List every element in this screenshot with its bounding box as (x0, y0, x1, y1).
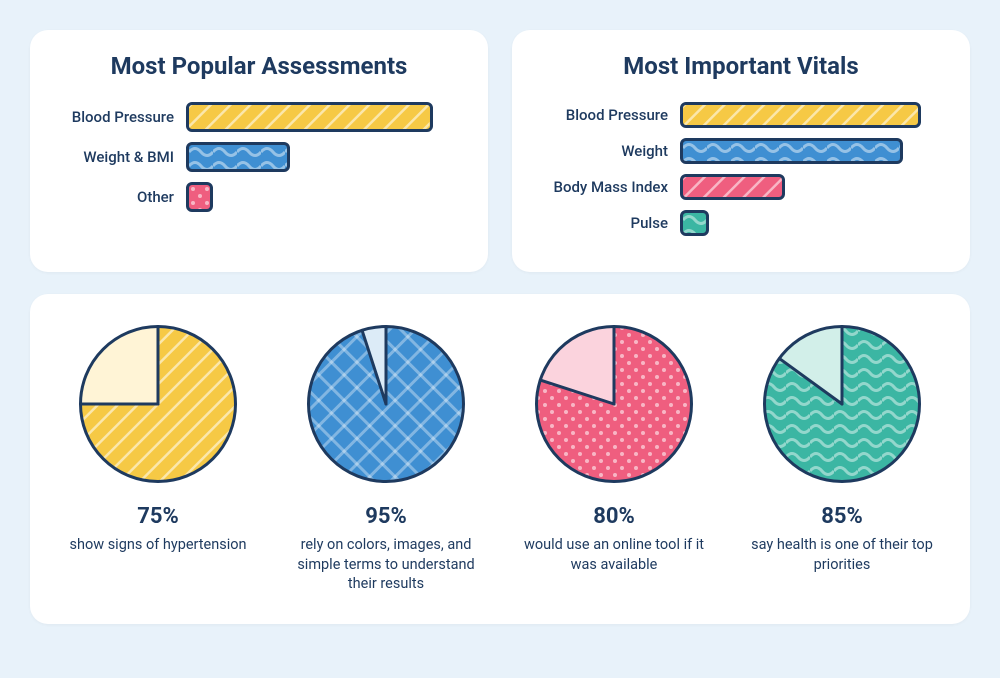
stat-item: 80% would use an online tool if it was av… (510, 324, 718, 594)
bar-track (186, 142, 460, 172)
stat-description: would use an online tool if it was avail… (514, 535, 714, 574)
bar (680, 138, 903, 164)
bar-track (186, 182, 460, 212)
stats-card: 75% show signs of hypertension 95% rely on … (30, 294, 970, 624)
bar (680, 210, 709, 236)
bar-row: Body Mass Index (540, 174, 942, 200)
bar-label: Pulse (540, 214, 680, 232)
bar-label: Blood Pressure (58, 108, 186, 126)
bar-label: Other (58, 188, 186, 206)
stat-description: say health is one of their top prioritie… (742, 535, 942, 574)
bar-row: Pulse (540, 210, 942, 236)
bar-row: Other (58, 182, 460, 212)
vitals-title: Most Important Vitals (540, 52, 942, 80)
bar-row: Blood Pressure (540, 102, 942, 128)
bar (680, 102, 921, 128)
stat-percent: 75% (137, 504, 179, 529)
pie-chart (78, 324, 238, 484)
vitals-card: Most Important Vitals Blood Pressure Weig… (512, 30, 970, 272)
stat-item: 75% show signs of hypertension (54, 324, 262, 594)
bar-track (680, 174, 942, 200)
bar-row: Blood Pressure (58, 102, 460, 132)
stat-item: 95% rely on colors, images, and simple te… (282, 324, 490, 594)
pie-chart (534, 324, 694, 484)
bar-track (186, 102, 460, 132)
stat-percent: 95% (365, 504, 407, 529)
assessments-bar-chart: Blood Pressure Weight & BMI Other (58, 102, 460, 212)
bar-label: Blood Pressure (540, 106, 680, 124)
bar-label: Weight & BMI (58, 148, 186, 166)
bar (680, 174, 785, 200)
bar-track (680, 210, 942, 236)
bar-track (680, 102, 942, 128)
pie-chart (762, 324, 922, 484)
stat-percent: 80% (593, 504, 635, 529)
bar-row: Weight & BMI (58, 142, 460, 172)
stat-item: 85% say health is one of their top priori… (738, 324, 946, 594)
bar (186, 142, 290, 172)
pie-chart (306, 324, 466, 484)
top-row: Most Popular Assessments Blood Pressure W… (30, 30, 970, 272)
stat-percent: 85% (821, 504, 863, 529)
bar-label: Body Mass Index (540, 178, 680, 196)
bar (186, 102, 433, 132)
bar-row: Weight (540, 138, 942, 164)
stat-description: show signs of hypertension (69, 535, 246, 555)
bar (186, 182, 213, 212)
assessments-title: Most Popular Assessments (58, 52, 460, 80)
bar-track (680, 138, 942, 164)
assessments-card: Most Popular Assessments Blood Pressure W… (30, 30, 488, 272)
stat-description: rely on colors, images, and simple terms… (286, 535, 486, 594)
vitals-bar-chart: Blood Pressure Weight Body Mass Index Pulse (540, 102, 942, 236)
bar-label: Weight (540, 142, 680, 160)
